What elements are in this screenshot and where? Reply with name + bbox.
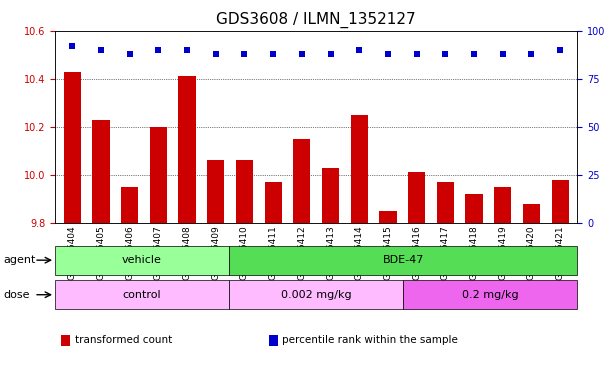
Text: 0.002 mg/kg: 0.002 mg/kg [281, 290, 351, 300]
Bar [523, 204, 540, 384]
Point [268, 51, 278, 57]
Bar [229, 246, 577, 275]
Bar [121, 187, 138, 384]
Bar [351, 115, 368, 384]
Bar [322, 167, 339, 384]
Bar [150, 127, 167, 384]
Point [498, 51, 508, 57]
Bar [265, 182, 282, 384]
Text: transformed count: transformed count [75, 335, 172, 345]
Point [326, 51, 335, 57]
Text: dose: dose [3, 290, 29, 300]
Point [527, 51, 536, 57]
Point [469, 51, 479, 57]
Bar [64, 71, 81, 384]
Text: BDE-47: BDE-47 [382, 255, 424, 265]
Bar [236, 160, 253, 384]
Text: GDS3608 / ILMN_1352127: GDS3608 / ILMN_1352127 [216, 12, 416, 28]
Bar [55, 246, 229, 275]
Point [67, 43, 77, 49]
Bar [55, 280, 229, 309]
Bar [466, 194, 483, 384]
Point [441, 51, 450, 57]
Point [182, 47, 192, 53]
Bar [408, 172, 425, 384]
Point [383, 51, 393, 57]
Point [211, 51, 221, 57]
Text: vehicle: vehicle [122, 255, 162, 265]
Text: 0.2 mg/kg: 0.2 mg/kg [462, 290, 519, 300]
Point [412, 51, 422, 57]
Point [153, 47, 163, 53]
Bar [92, 119, 109, 384]
Bar [437, 182, 454, 384]
Bar [403, 280, 577, 309]
Bar [207, 160, 224, 384]
Bar [379, 211, 397, 384]
Point [125, 51, 134, 57]
Bar [178, 76, 196, 384]
Point [555, 47, 565, 53]
Bar [229, 280, 403, 309]
Point [240, 51, 249, 57]
Text: control: control [123, 290, 161, 300]
Bar [293, 139, 310, 384]
Text: percentile rank within the sample: percentile rank within the sample [282, 335, 458, 345]
Bar [494, 187, 511, 384]
Point [96, 47, 106, 53]
Bar [552, 180, 569, 384]
Point [297, 51, 307, 57]
Text: agent: agent [3, 255, 35, 265]
Point [354, 47, 364, 53]
